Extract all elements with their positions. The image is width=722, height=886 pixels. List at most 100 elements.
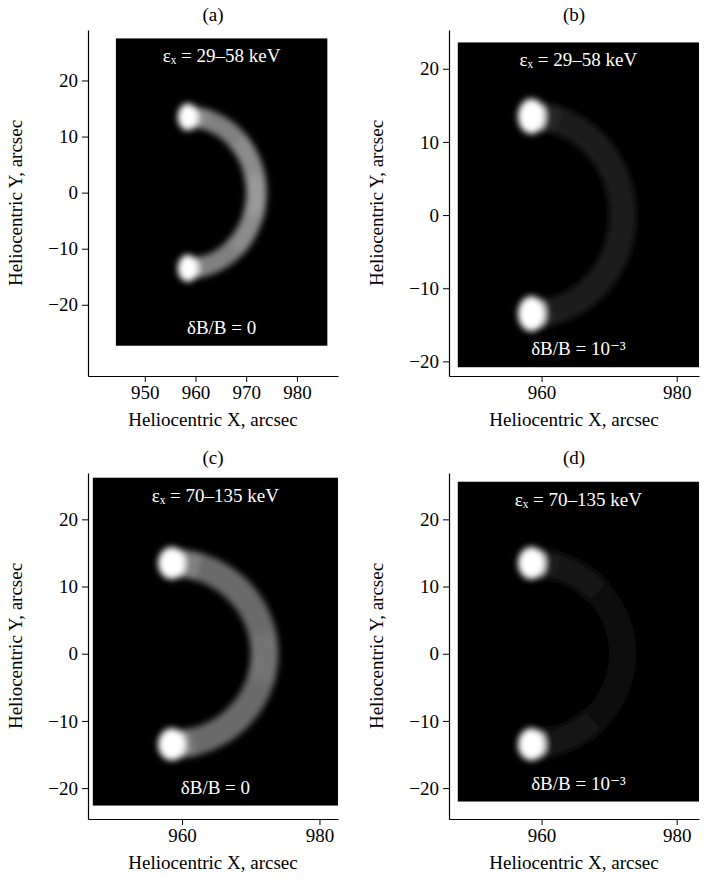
- energy-label: εₓ = 70–135 keV: [515, 489, 642, 510]
- x-tick: 970: [232, 376, 261, 403]
- loop: [178, 103, 257, 281]
- x-tick-label: 950: [131, 382, 160, 403]
- panel-title: (c): [202, 447, 223, 469]
- y-tick-mark: [443, 361, 449, 362]
- image: [518, 547, 623, 761]
- x-tick-mark: [677, 376, 678, 382]
- y-axis-line: [88, 474, 89, 820]
- y-tick: −10: [48, 710, 88, 731]
- y-tick: −20: [409, 778, 449, 799]
- y-tick-mark: [443, 69, 449, 70]
- y-tick-mark: [443, 519, 449, 520]
- x-axis: 960 980: [450, 376, 700, 403]
- footpoint-source: [158, 728, 185, 760]
- x-tick: 980: [663, 376, 692, 403]
- footpoint-source: [518, 296, 545, 331]
- y-tick-label: 10: [59, 576, 78, 597]
- x-tick: 960: [182, 376, 211, 403]
- y-axis: −20−1001020: [48, 474, 88, 820]
- loop-segment: [235, 674, 262, 720]
- plot-area: [458, 482, 699, 802]
- x-tick: 980: [283, 376, 312, 403]
- x-tick-mark: [246, 376, 247, 382]
- x-axis-title: Heliocentric X, arcsec: [128, 409, 297, 430]
- y-tick-mark: [82, 654, 88, 655]
- panel: 960980−20−1001020(c)Heliocentric X, arcs…: [5, 447, 339, 873]
- y-tick-label: −20: [48, 778, 78, 799]
- y-tick-label: −20: [409, 778, 439, 799]
- y-tick: −10: [409, 278, 449, 299]
- panel: 950960970980−20−1001020(a)Heliocentric X…: [5, 4, 339, 430]
- x-tick: 980: [306, 819, 335, 846]
- loop-segment: [235, 137, 255, 175]
- loop-segment: [619, 627, 623, 680]
- loop-segment: [253, 170, 256, 214]
- y-axis-line: [449, 474, 450, 820]
- y-tick-label: 0: [430, 205, 440, 226]
- x-tick: 980: [663, 819, 692, 846]
- y-tick-label: −10: [409, 278, 439, 299]
- x-axis-title: Heliocentric X, arcsec: [489, 409, 658, 430]
- x-tick-label: 980: [663, 825, 692, 846]
- x-tick-label: 980: [663, 382, 692, 403]
- x-axis-title: Heliocentric X, arcsec: [128, 852, 297, 873]
- loop-segment: [594, 237, 621, 287]
- y-axis-title: Heliocentric Y, arcsec: [5, 120, 26, 286]
- panel-title: (a): [202, 4, 223, 26]
- y-tick-label: 20: [420, 58, 439, 79]
- y-axis-line: [88, 31, 89, 377]
- footpoint-source: [518, 547, 545, 579]
- plot-area: [93, 478, 338, 806]
- y-tick-mark: [82, 193, 88, 194]
- footpoint-source: [518, 728, 545, 760]
- y-axis: −20−1001020: [409, 31, 449, 377]
- y-axis-line: [449, 31, 450, 377]
- y-tick-mark: [82, 137, 88, 138]
- loop-segment: [203, 119, 238, 141]
- x-axis-line: [450, 819, 700, 820]
- x-tick-mark: [196, 376, 197, 382]
- x-tick-mark: [145, 376, 146, 382]
- y-tick-mark: [82, 519, 88, 520]
- y-tick-mark: [82, 788, 88, 789]
- x-tick-label: 960: [528, 382, 557, 403]
- loop: [158, 547, 264, 761]
- y-tick-label: −10: [409, 710, 439, 731]
- turbulence-label: δB/B = 10⁻³: [531, 773, 626, 794]
- x-axis: 950 960 970 980: [89, 376, 339, 403]
- footpoint-source: [158, 547, 185, 579]
- y-tick-label: 0: [430, 643, 440, 664]
- x-tick: 960: [528, 376, 557, 403]
- x-tick-mark: [319, 819, 320, 825]
- y-tick-label: 0: [69, 643, 79, 664]
- loop-segment: [552, 565, 598, 592]
- y-tick-label: −10: [48, 238, 78, 259]
- y-tick-mark: [443, 788, 449, 789]
- y-tick-label: 20: [59, 70, 78, 91]
- x-tick-mark: [542, 819, 543, 825]
- y-tick: −10: [409, 710, 449, 731]
- y-tick-mark: [82, 249, 88, 250]
- loop-segment: [235, 587, 262, 633]
- y-tick-label: −10: [48, 710, 78, 731]
- footpoint-source: [178, 103, 198, 130]
- y-tick: 0: [430, 205, 450, 226]
- y-tick: −10: [48, 238, 88, 259]
- figure: 950 960 970 980 −20 −10 0 10 20 (a) Heliocentric X…: [0, 0, 722, 886]
- x-tick-mark: [297, 376, 298, 382]
- x-tick-label: 970: [232, 382, 261, 403]
- y-tick: 10: [420, 131, 449, 152]
- y-tick: 10: [59, 126, 88, 147]
- x-tick-label: 960: [168, 825, 197, 846]
- y-tick-mark: [443, 587, 449, 588]
- y-tick-mark: [82, 80, 88, 81]
- image: [158, 547, 264, 761]
- y-tick-mark: [443, 215, 449, 216]
- y-tick-mark: [82, 587, 88, 588]
- y-tick-mark: [82, 305, 88, 306]
- loop-segment: [552, 716, 598, 743]
- plot-area: [458, 42, 699, 367]
- x-tick-label: 980: [283, 382, 312, 403]
- loop-segment: [235, 210, 255, 248]
- y-tick: 20: [59, 70, 88, 91]
